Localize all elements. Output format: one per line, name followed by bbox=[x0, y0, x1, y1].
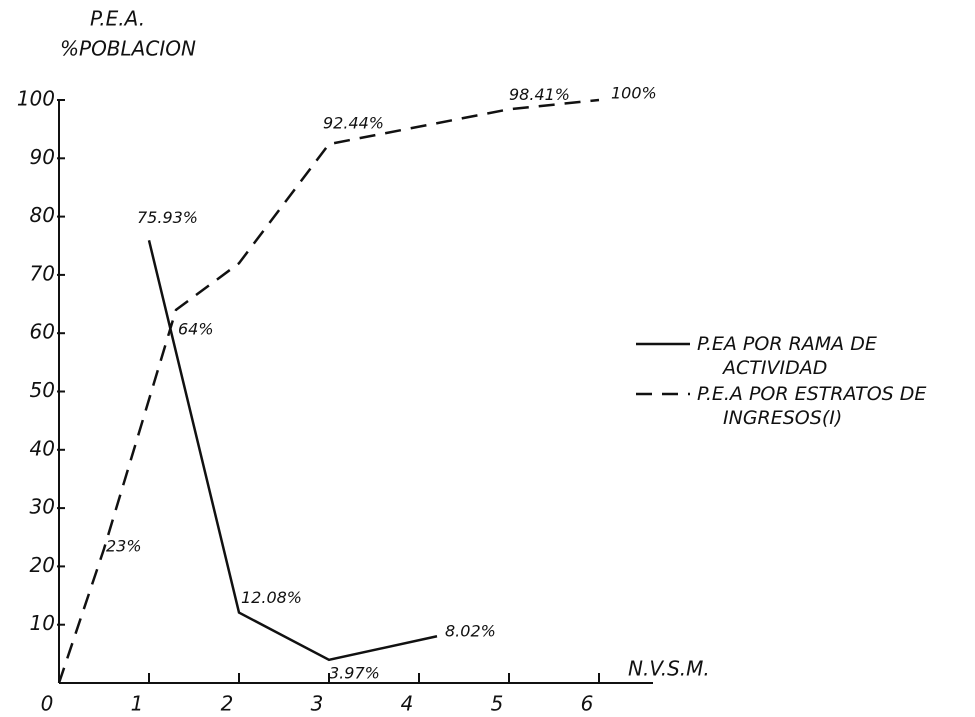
y-tick-label: 40 bbox=[30, 436, 55, 460]
y-axis-label: P.E.A. bbox=[90, 7, 145, 31]
x-tick-label: 6 bbox=[581, 692, 594, 716]
x-tick-label: 2 bbox=[221, 692, 234, 716]
y-tick-label: 100 bbox=[17, 87, 55, 111]
line bbox=[147, 240, 438, 662]
y-axis-label: %POBLACION bbox=[60, 37, 196, 61]
legend-label: P.E.A POR ESTRATOS DE INGRESOS(I) bbox=[697, 383, 927, 429]
y-tick-label: 80 bbox=[30, 203, 55, 227]
data-label: 3.97% bbox=[329, 663, 380, 682]
x-tick-label: 3 bbox=[311, 692, 324, 716]
data-label: 8.02% bbox=[445, 622, 496, 641]
y-tick-label: 50 bbox=[30, 378, 55, 402]
x-tick-label: 1 bbox=[131, 692, 144, 716]
x-axis-label: N.V.S.M. bbox=[628, 657, 710, 681]
x-tick-label: 5 bbox=[491, 692, 504, 716]
line bbox=[57, 98, 600, 684]
y-tick-label: 70 bbox=[30, 261, 55, 285]
data-label: 75.93% bbox=[137, 208, 198, 227]
legend-label: P.EA POR RAMA DE ACTIVIDAD bbox=[697, 333, 877, 379]
data-label: 92.44% bbox=[323, 114, 384, 133]
y-tick-label: 30 bbox=[30, 495, 55, 519]
data-label: 23% bbox=[106, 536, 142, 555]
data-label: 12.08% bbox=[241, 588, 302, 607]
x-tick-label: 4 bbox=[401, 692, 414, 716]
data-label: 98.41% bbox=[509, 85, 570, 104]
y-tick-label: 60 bbox=[30, 320, 55, 344]
y-tick-label: 20 bbox=[30, 553, 55, 577]
x-tick-label: 0 bbox=[41, 692, 54, 716]
y-tick-label: 90 bbox=[30, 145, 55, 169]
data-label: 100% bbox=[611, 84, 657, 103]
y-tick-label: 10 bbox=[30, 611, 55, 635]
data-label: 64% bbox=[178, 319, 214, 338]
